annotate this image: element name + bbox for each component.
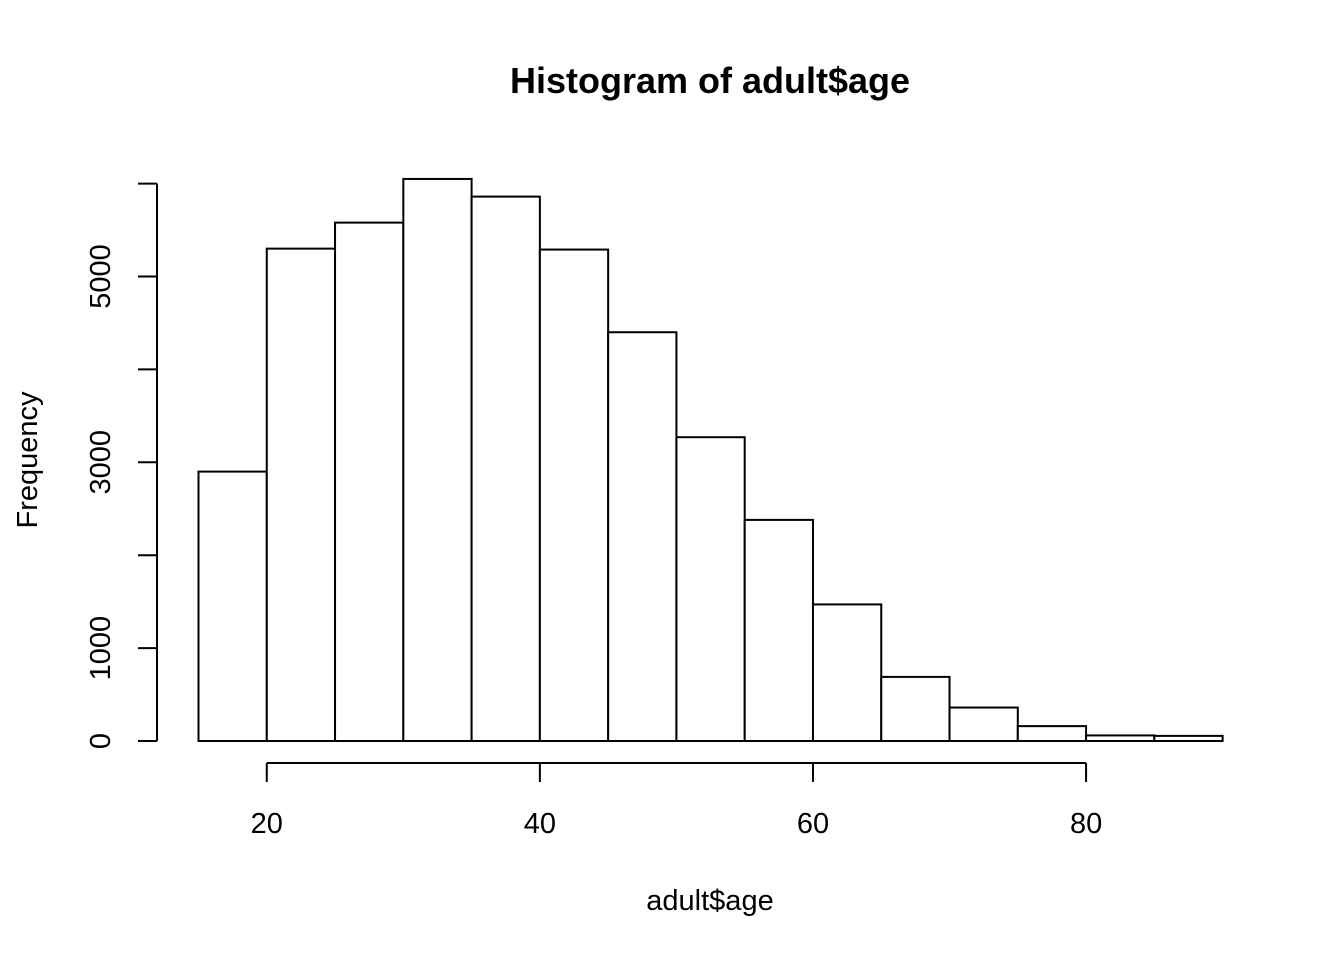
histogram-bar: [948, 706, 1019, 743]
histogram-bar: [675, 436, 746, 742]
y-tick-label: 5000: [85, 244, 117, 309]
histogram-bar: [1085, 734, 1156, 743]
histogram-bar: [1016, 725, 1088, 742]
y-tick-label: 0: [85, 733, 117, 749]
histogram-bar: [402, 177, 473, 742]
chart-title: Histogram of adult$age: [510, 60, 910, 101]
histogram-bar: [538, 248, 610, 743]
x-tick-label: 20: [251, 808, 283, 840]
y-axis: 0 1000 3000 5000: [85, 182, 158, 749]
histogram-bar: [334, 221, 405, 743]
histogram-bar: [607, 331, 678, 742]
x-tick-label: 80: [1070, 808, 1102, 840]
histogram-bar: [265, 247, 337, 742]
y-axis-label: Frequency: [12, 391, 44, 529]
x-tick-label: 60: [797, 808, 829, 840]
histogram-bar: [880, 675, 951, 742]
histogram-bar: [470, 195, 541, 742]
histogram-bar: [197, 470, 268, 742]
x-axis: 20 40 60 80: [251, 762, 1102, 840]
y-tick-label: 3000: [85, 430, 117, 495]
histogram-bar: [743, 518, 814, 743]
y-tick-label: 1000: [85, 616, 117, 681]
bars-group: [197, 177, 1224, 743]
x-tick-label: 40: [524, 808, 556, 840]
histogram-bar: [1153, 734, 1224, 743]
histogram-bar: [811, 603, 883, 743]
x-axis-label: adult$age: [646, 885, 773, 917]
